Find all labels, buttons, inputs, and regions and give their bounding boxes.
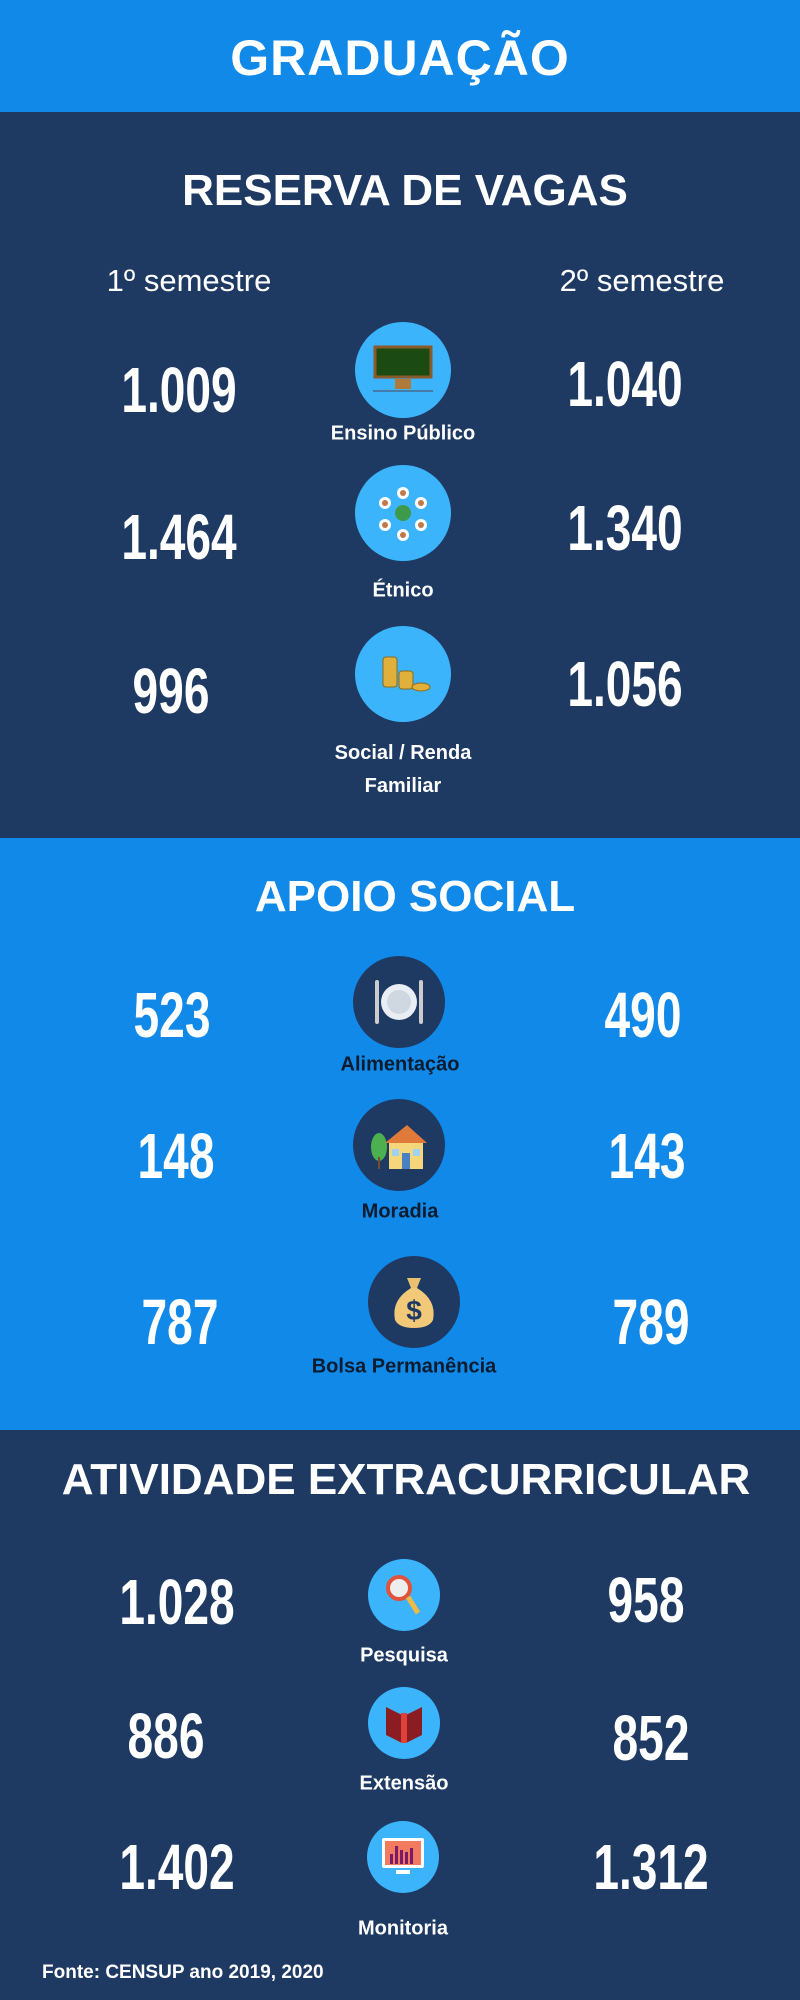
atividade-monitoria-s1: 1.402 xyxy=(119,1831,235,1903)
first-semester-label: 1º semestre xyxy=(106,263,272,298)
second-semester-label: 2º semestre xyxy=(559,263,725,298)
apoio-bolsa-s2: 789 xyxy=(612,1286,690,1358)
page-title: GRADUAÇÃO xyxy=(230,30,570,86)
apoio-alimentacao-s2: 490 xyxy=(604,979,682,1051)
apoio-bolsa-s1: 787 xyxy=(141,1286,219,1358)
apoio-alimentacao-s1: 523 xyxy=(133,979,211,1051)
atividade-extensao-s1: 886 xyxy=(127,1700,205,1772)
apoio-title: APOIO SOCIAL xyxy=(254,872,576,921)
apoio-moradia-label: Moradia xyxy=(361,1200,439,1223)
apoio-bolsa-label: Bolsa Permanência xyxy=(311,1355,497,1378)
house-icon xyxy=(353,1099,445,1191)
atividade-pesquisa-s1: 1.028 xyxy=(119,1566,235,1638)
source-note: Fonte: CENSUP ano 2019, 2020 xyxy=(42,1962,324,1983)
header-band xyxy=(0,0,800,112)
monitor-chart-icon xyxy=(367,1821,439,1893)
book-icon xyxy=(368,1687,440,1759)
apoio-alimentacao-label: Alimentação xyxy=(340,1053,460,1076)
reserva-etnico-s1: 1.464 xyxy=(121,501,237,573)
reserva-title: RESERVA DE VAGAS xyxy=(182,166,628,215)
money-bag-icon: $ xyxy=(368,1256,460,1348)
atividade-extensao-label: Extensão xyxy=(359,1772,449,1795)
svg-text:$: $ xyxy=(406,1295,422,1326)
reserva-social-label: Social / Renda Familiar xyxy=(334,742,472,797)
reserva-etnico-label: Étnico xyxy=(372,579,434,602)
reserva-etnico-s2: 1.340 xyxy=(567,492,683,564)
reserva-social-s2: 1.056 xyxy=(567,648,683,720)
magnifier-icon xyxy=(368,1559,440,1631)
apoio-moradia-s1: 148 xyxy=(137,1120,215,1192)
atividade-title: ATIVIDADE EXTRACURRICULAR xyxy=(61,1455,751,1504)
coins-icon xyxy=(355,626,451,722)
reserva-ensino-s1: 1.009 xyxy=(121,354,237,426)
atividade-pesquisa-label: Pesquisa xyxy=(360,1644,448,1667)
reserva-social-s1: 996 xyxy=(132,655,210,727)
chalkboard-icon xyxy=(355,322,451,418)
atividade-extensao-s2: 852 xyxy=(612,1702,690,1774)
atividade-monitoria-label: Monitoria xyxy=(358,1917,448,1940)
reserva-ensino-label: Ensino Público xyxy=(330,422,476,445)
atividade-monitoria-s2: 1.312 xyxy=(593,1831,709,1903)
diverse-people-globe-icon xyxy=(355,465,451,561)
apoio-moradia-s2: 143 xyxy=(608,1120,686,1192)
reserva-ensino-s2: 1.040 xyxy=(567,348,683,420)
plate-cutlery-icon xyxy=(353,956,445,1048)
atividade-pesquisa-s2: 958 xyxy=(607,1564,685,1636)
